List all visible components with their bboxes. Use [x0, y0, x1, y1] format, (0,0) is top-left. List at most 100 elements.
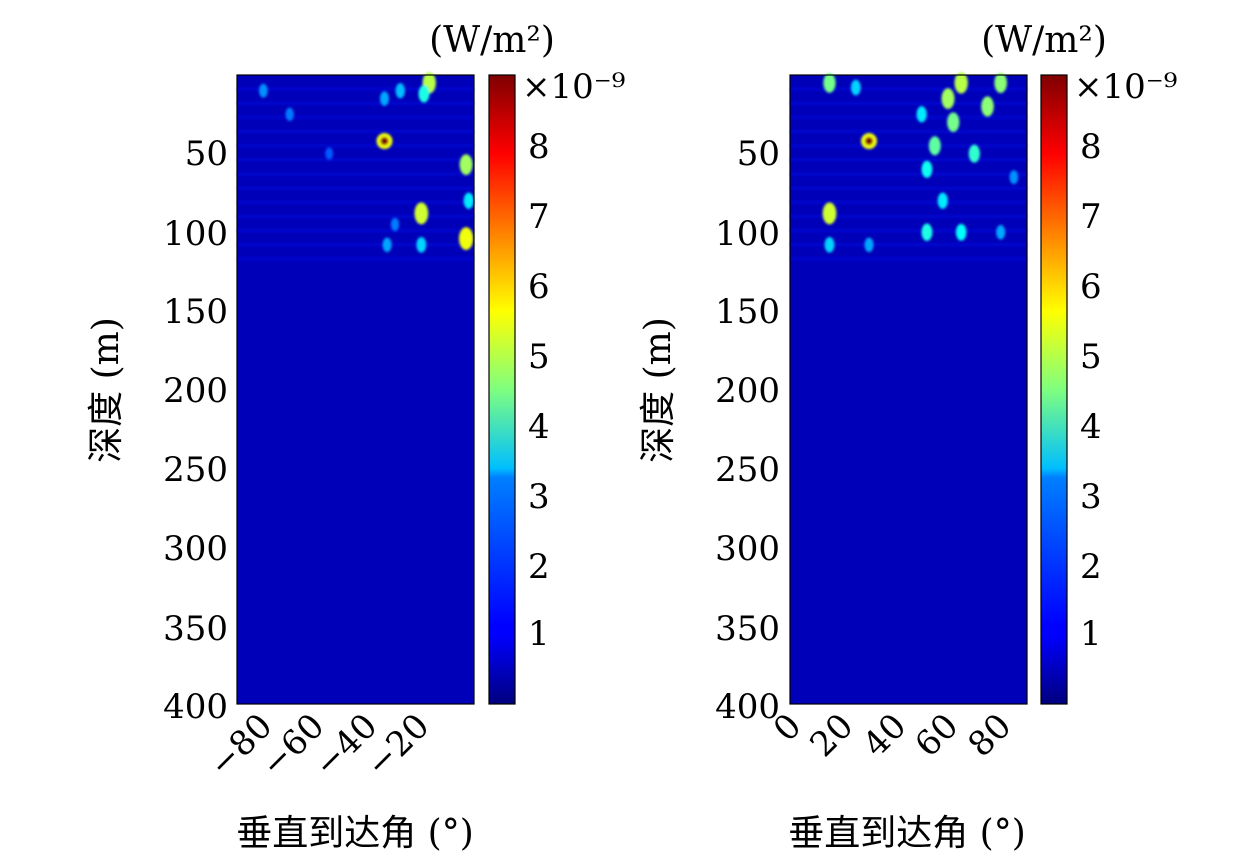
heatmap-cell — [416, 236, 427, 253]
colorbar-gradient — [489, 75, 515, 704]
heatmap-cell — [937, 192, 948, 209]
left-y-axis-label: 深度 (m) — [86, 317, 127, 463]
y-tick-label: 50 — [185, 134, 228, 174]
heatmap-striation — [237, 101, 474, 105]
heatmap-striations — [237, 87, 474, 261]
heatmap-cell — [823, 73, 836, 93]
x-tick-label: 20 — [802, 706, 861, 765]
heatmap-striations — [790, 87, 1027, 261]
heatmap-cell — [258, 83, 268, 98]
heatmap-cell — [921, 160, 933, 178]
heatmap-cell — [996, 224, 1006, 240]
colorbar-tick-label: 2 — [528, 547, 550, 587]
heatmap-cell — [941, 88, 955, 110]
heatmap-peak-core — [380, 137, 389, 146]
heatmap-cell — [414, 202, 429, 225]
left-panel: 50 100 150 200 250 300 350 400 深度 (m) −8… — [86, 20, 625, 854]
y-tick-label: 400 — [163, 687, 228, 727]
x-tick-label: 40 — [855, 706, 914, 765]
heatmap-cell — [285, 107, 294, 122]
heatmap-cell — [928, 136, 941, 156]
colorbar-tick-labels: 1 2 3 4 5 6 7 8 — [1080, 127, 1102, 654]
heatmap-striation — [237, 172, 474, 176]
heatmap-striation — [237, 87, 474, 91]
heatmap-striation — [790, 200, 1027, 204]
heatmap-cell — [994, 72, 1008, 94]
colorbar-tick-label: 6 — [1080, 267, 1102, 307]
plot-frame — [236, 74, 475, 705]
colorbar-unit-label: (W/m²) — [429, 20, 555, 61]
heatmap-cell — [325, 147, 334, 160]
heatmap-features — [822, 72, 1019, 253]
heatmap-cell — [921, 223, 933, 241]
heatmap-striation — [790, 101, 1027, 105]
heatmap-cell — [916, 106, 927, 123]
right-x-axis-label: 垂直到达角 (°) — [788, 813, 1026, 854]
colorbar-tick-label: 6 — [528, 267, 550, 307]
heatmap-cell — [850, 79, 861, 96]
heatmap-cell — [981, 96, 994, 117]
colorbar-tick-label: 8 — [1080, 127, 1102, 167]
y-tick-label: 200 — [715, 371, 780, 411]
heatmap-striation — [237, 115, 474, 119]
y-tick-label: 350 — [715, 609, 780, 649]
colorbar-unit-label: (W/m²) — [981, 20, 1107, 61]
colorbar-gradient — [1041, 75, 1067, 704]
heatmap-striation — [790, 130, 1027, 134]
right-panel: 50 100 150 200 250 300 350 400 深度 (m) 0 … — [638, 20, 1177, 854]
left-x-axis-label: 垂直到达角 (°) — [236, 813, 474, 854]
y-tick-label: 300 — [715, 529, 780, 569]
colorbar-tick-label: 4 — [1080, 407, 1102, 447]
heatmap-striation — [790, 243, 1027, 247]
colorbar-tick-label: 2 — [1080, 547, 1102, 587]
heatmap-cell — [382, 237, 392, 253]
colorbar-tick-label: 1 — [528, 614, 550, 654]
heatmap-cell — [968, 144, 980, 163]
right-y-axis-label: 深度 (m) — [638, 317, 679, 463]
heatmap-features — [258, 72, 474, 253]
y-tick-label: 150 — [163, 292, 228, 332]
heatmap-striation — [237, 229, 474, 233]
heatmap-cell — [954, 72, 968, 94]
heatmap-cell — [390, 217, 400, 232]
right-heatmap-plot-area — [789, 72, 1028, 705]
heatmap-striation — [790, 144, 1027, 148]
y-tick-label: 50 — [737, 134, 780, 174]
x-tick-label: 60 — [907, 706, 966, 765]
heatmap-striation — [237, 144, 474, 148]
x-tick-label: −20 — [358, 706, 437, 785]
heatmap-cell — [459, 154, 473, 176]
colorbar-exponent: ×10⁻⁹ — [522, 67, 625, 107]
colorbar-frame — [488, 74, 516, 705]
heatmap-cell — [824, 236, 835, 253]
heatmap-striation — [237, 130, 474, 134]
heatmap-cell — [463, 192, 474, 209]
heatmap-cell — [947, 112, 960, 133]
left-heatmap-plot-area — [236, 72, 475, 705]
heatmap-striation — [237, 257, 474, 261]
heatmap-cell — [1009, 170, 1019, 185]
y-tick-label: 250 — [715, 450, 780, 490]
colorbar-tick-label: 7 — [1080, 197, 1102, 237]
y-tick-label: 350 — [163, 609, 228, 649]
colorbar-tick-label: 4 — [528, 407, 550, 447]
heatmap-cell — [822, 202, 837, 225]
y-tick-label: 250 — [163, 450, 228, 490]
heatmap-striation — [237, 186, 474, 190]
y-tick-label: 300 — [163, 529, 228, 569]
heatmap-striation — [237, 158, 474, 162]
heatmap-background — [790, 75, 1027, 704]
heatmap-cell — [458, 227, 474, 250]
y-tick-label: 100 — [163, 214, 228, 254]
colorbar-tick-labels: 1 2 3 4 5 6 7 8 — [528, 127, 550, 654]
heatmap-cell — [395, 83, 405, 99]
colorbar-tick-label: 7 — [528, 197, 550, 237]
heatmap-striation — [790, 87, 1027, 91]
colorbar-tick-label: 3 — [528, 477, 550, 517]
right-colorbar: 1 2 3 4 5 6 7 8 ×10⁻⁹ (W/m²) — [981, 20, 1177, 705]
colorbar-tick-label: 1 — [1080, 614, 1102, 654]
left-x-axis-tick-labels: −80 −60 −40 −20 — [201, 706, 437, 785]
plot-frame — [789, 74, 1028, 705]
y-tick-label: 400 — [715, 687, 780, 727]
heatmap-background — [237, 75, 474, 704]
